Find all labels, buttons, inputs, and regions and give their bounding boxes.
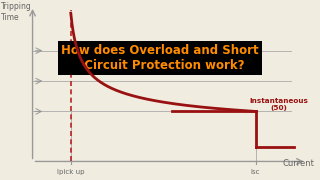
Text: Isc: Isc <box>251 169 260 175</box>
Text: IDMT Curve (51): IDMT Curve (51) <box>125 44 208 53</box>
Text: Current: Current <box>283 159 315 168</box>
Text: Tripping
Time: Tripping Time <box>1 3 31 22</box>
Text: Instantaneous
(50): Instantaneous (50) <box>249 98 308 111</box>
Text: How does Overload and Short
  Circuit Protection work?: How does Overload and Short Circuit Prot… <box>61 44 259 72</box>
Text: Ipick up: Ipick up <box>57 169 84 175</box>
